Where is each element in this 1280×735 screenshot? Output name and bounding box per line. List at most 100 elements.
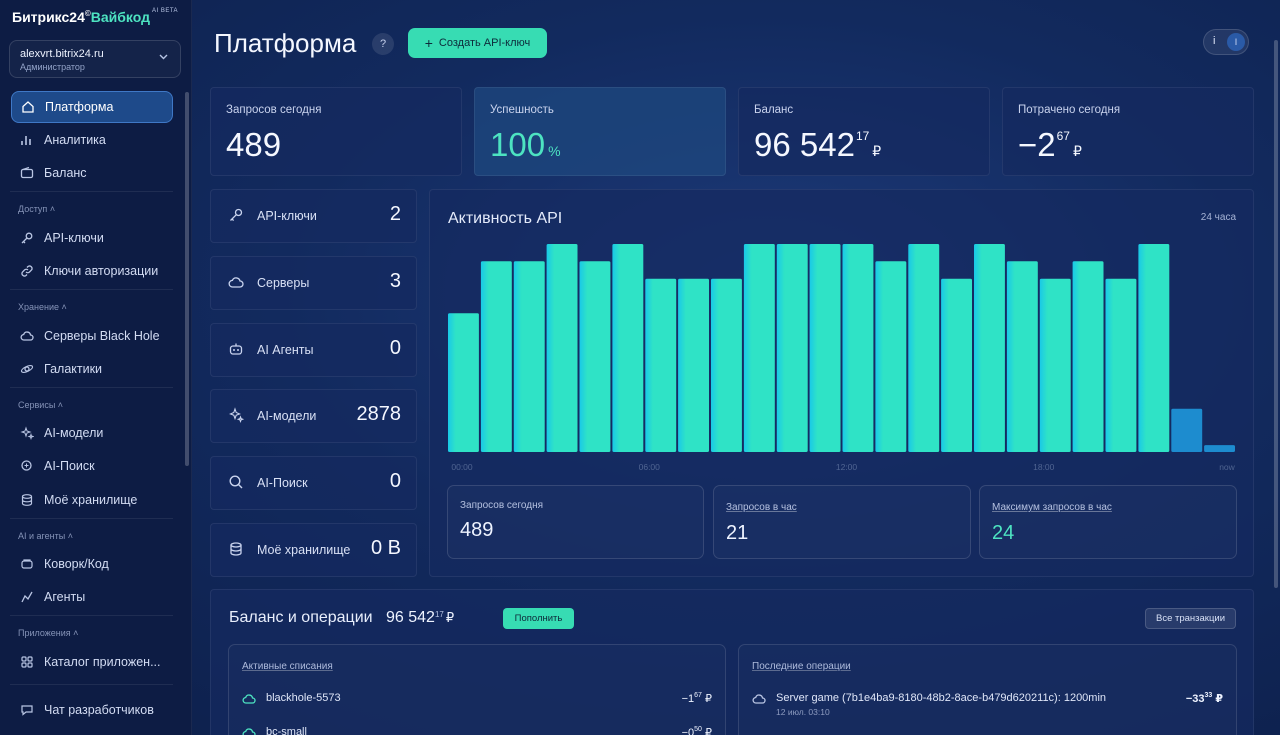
activity-bar-chart: 00:00 06:00 12:00 18:00 now <box>448 244 1236 472</box>
sidebar-item-label: Коворк/Код <box>44 557 109 571</box>
activity-bar[interactable] <box>743 244 775 452</box>
sidebar-item-analytics[interactable]: Аналитика <box>11 124 173 156</box>
question-icon: ? <box>379 38 387 50</box>
quick-link-servers[interactable]: Серверы 3 <box>210 256 417 310</box>
section-label-services[interactable]: Сервисы ˄ <box>18 400 64 410</box>
list-item[interactable]: bc-small −050 ₽ <box>242 724 712 735</box>
topup-button[interactable]: Пополнить <box>503 608 574 629</box>
activity-bar[interactable] <box>1072 261 1104 452</box>
quick-link-ai-models[interactable]: AI-модели 2878 <box>210 389 417 443</box>
stat-value: −267₽ <box>1018 126 1082 163</box>
active-charges-title[interactable]: Активные списания <box>242 661 333 672</box>
activity-bar[interactable] <box>678 278 709 452</box>
quick-link-ai-agents[interactable]: AI Агенты 0 <box>210 323 417 377</box>
sidebar-item-ai-search[interactable]: AI-Поиск <box>11 450 173 482</box>
brand-logo[interactable]: Битрикс24©Вайбкод <box>12 9 150 25</box>
quick-link-count: 2 <box>389 203 401 225</box>
sidebar-item-balance[interactable]: Баланс <box>11 157 173 189</box>
operation-date: 12 июл. 03:10 <box>776 707 830 717</box>
balance-section-amount: 96 54217 ₽ <box>386 609 455 626</box>
sidebar-item-api-keys[interactable]: API-ключи <box>11 222 173 254</box>
database-icon <box>19 492 35 508</box>
account-domain: alexvrt.bitrix24.ru <box>20 48 104 60</box>
activity-bar[interactable] <box>1105 278 1137 452</box>
page-scrollbar[interactable] <box>1274 40 1278 588</box>
account-switcher[interactable]: alexvrt.bitrix24.ru Администратор <box>9 40 181 78</box>
stat-label: Баланс <box>754 104 794 116</box>
sidebar-item-platform[interactable]: Платформа <box>11 91 173 123</box>
activity-bar[interactable] <box>645 278 677 452</box>
list-item[interactable]: blackhole-5573 −167 ₽ <box>242 690 712 710</box>
all-transactions-button[interactable]: Все транзакции <box>1145 608 1236 629</box>
cloud-icon <box>752 692 766 706</box>
activity-bar[interactable] <box>941 278 972 452</box>
activity-bar[interactable] <box>448 313 479 452</box>
section-label-access[interactable]: Доступ ˄ <box>18 204 56 214</box>
activity-bar[interactable] <box>974 244 1005 452</box>
sidebar-item-dev-chat[interactable]: Чат разработчиков <box>11 694 173 726</box>
help-button[interactable]: ? <box>372 33 394 55</box>
quick-link-count: 0 <box>389 470 401 492</box>
activity-chart-card: Активность API 24 часа 00:00 06:00 12:00 18… <box>429 189 1254 577</box>
x-tick-label: 06:00 <box>639 462 661 472</box>
activity-bar[interactable] <box>1039 278 1071 452</box>
section-label-apps[interactable]: Приложения ˄ <box>18 628 79 638</box>
balance-operations-card: Баланс и операции 96 54217 ₽ Пополнить Вс… <box>210 589 1254 735</box>
recent-operations-title[interactable]: Последние операции <box>752 661 851 672</box>
quick-link-my-storage[interactable]: Моё хранилище 0 B <box>210 523 417 577</box>
activity-bar[interactable] <box>1204 445 1235 452</box>
account-role: Администратор <box>20 62 85 72</box>
sidebar-item-label: Баланс <box>44 166 87 180</box>
quick-link-ai-search[interactable]: AI-Поиск 0 <box>210 456 417 510</box>
section-label-ai-agents[interactable]: AI и агенты ˄ <box>18 531 73 541</box>
agents-icon <box>19 589 35 605</box>
sidebar-item-cowork[interactable]: Коворк/Код <box>11 548 173 580</box>
operation-name: Server game (7b1e4ba9-8180-48b2-8ace-b47… <box>776 692 1107 704</box>
theme-toggle[interactable]: i I <box>1203 29 1249 55</box>
activity-bar[interactable] <box>480 261 512 452</box>
sidebar-item-label: Агенты <box>44 590 86 604</box>
activity-bar[interactable] <box>908 244 940 452</box>
create-api-key-button[interactable]: + Создать API-ключ <box>408 28 547 58</box>
brand-reg-mark: © <box>84 9 91 18</box>
sidebar-item-app-catalog[interactable]: Каталог приложен... <box>11 646 173 678</box>
sidebar-item-agents[interactable]: Агенты <box>11 581 173 613</box>
stat-label: Запросов сегодня <box>226 104 322 116</box>
chevron-down-icon <box>159 52 168 63</box>
sidebar-item-black-hole-servers[interactable]: Серверы Black Hole <box>11 320 173 352</box>
sidebar-item-my-storage[interactable]: Моё хранилище <box>11 484 173 516</box>
activity-bar[interactable] <box>1006 261 1038 452</box>
activity-bar[interactable] <box>842 244 874 452</box>
activity-bar[interactable] <box>1138 244 1170 452</box>
section-label-storage[interactable]: Хранение ˄ <box>18 302 67 312</box>
apps-icon <box>19 654 35 670</box>
sidebar-scrollbar[interactable] <box>185 92 189 466</box>
chart-range: 24 часа <box>1200 212 1236 223</box>
activity-bar[interactable] <box>612 244 644 452</box>
charge-amount: −167 ₽ <box>681 692 712 705</box>
list-item[interactable]: Server game (7b1e4ba9-8180-48b2-8ace-b47… <box>752 690 1223 717</box>
percent-unit: % <box>548 143 561 159</box>
charge-name: bc-small <box>266 726 307 735</box>
currency-symbol: ₽ <box>445 610 455 625</box>
balance-section-title: Баланс и операции <box>229 609 373 626</box>
cowork-icon <box>19 556 35 572</box>
sparkle-icon <box>19 425 35 441</box>
sidebar-item-ai-models[interactable]: AI-модели <box>11 417 173 449</box>
activity-bar[interactable] <box>809 244 841 452</box>
sidebar-item-auth-keys[interactable]: Ключи авторизации <box>11 255 173 287</box>
stat-value: 489 <box>226 126 282 163</box>
activity-bar[interactable] <box>875 261 907 452</box>
activity-bar[interactable] <box>579 261 611 452</box>
quick-link-api-keys[interactable]: API-ключи 2 <box>210 189 417 243</box>
activity-bar[interactable] <box>711 278 742 452</box>
sidebar-item-galaxies[interactable]: Галактики <box>11 353 173 385</box>
chat-icon <box>19 702 35 718</box>
activity-bar[interactable] <box>513 261 545 452</box>
activity-bar[interactable] <box>776 244 808 452</box>
stat-requests-today: Запросов сегодня 489 <box>210 87 462 176</box>
plus-icon: + <box>424 35 433 51</box>
activity-bar[interactable] <box>1171 408 1203 452</box>
chart-title: Активность API <box>448 210 563 227</box>
activity-bar[interactable] <box>546 244 578 452</box>
